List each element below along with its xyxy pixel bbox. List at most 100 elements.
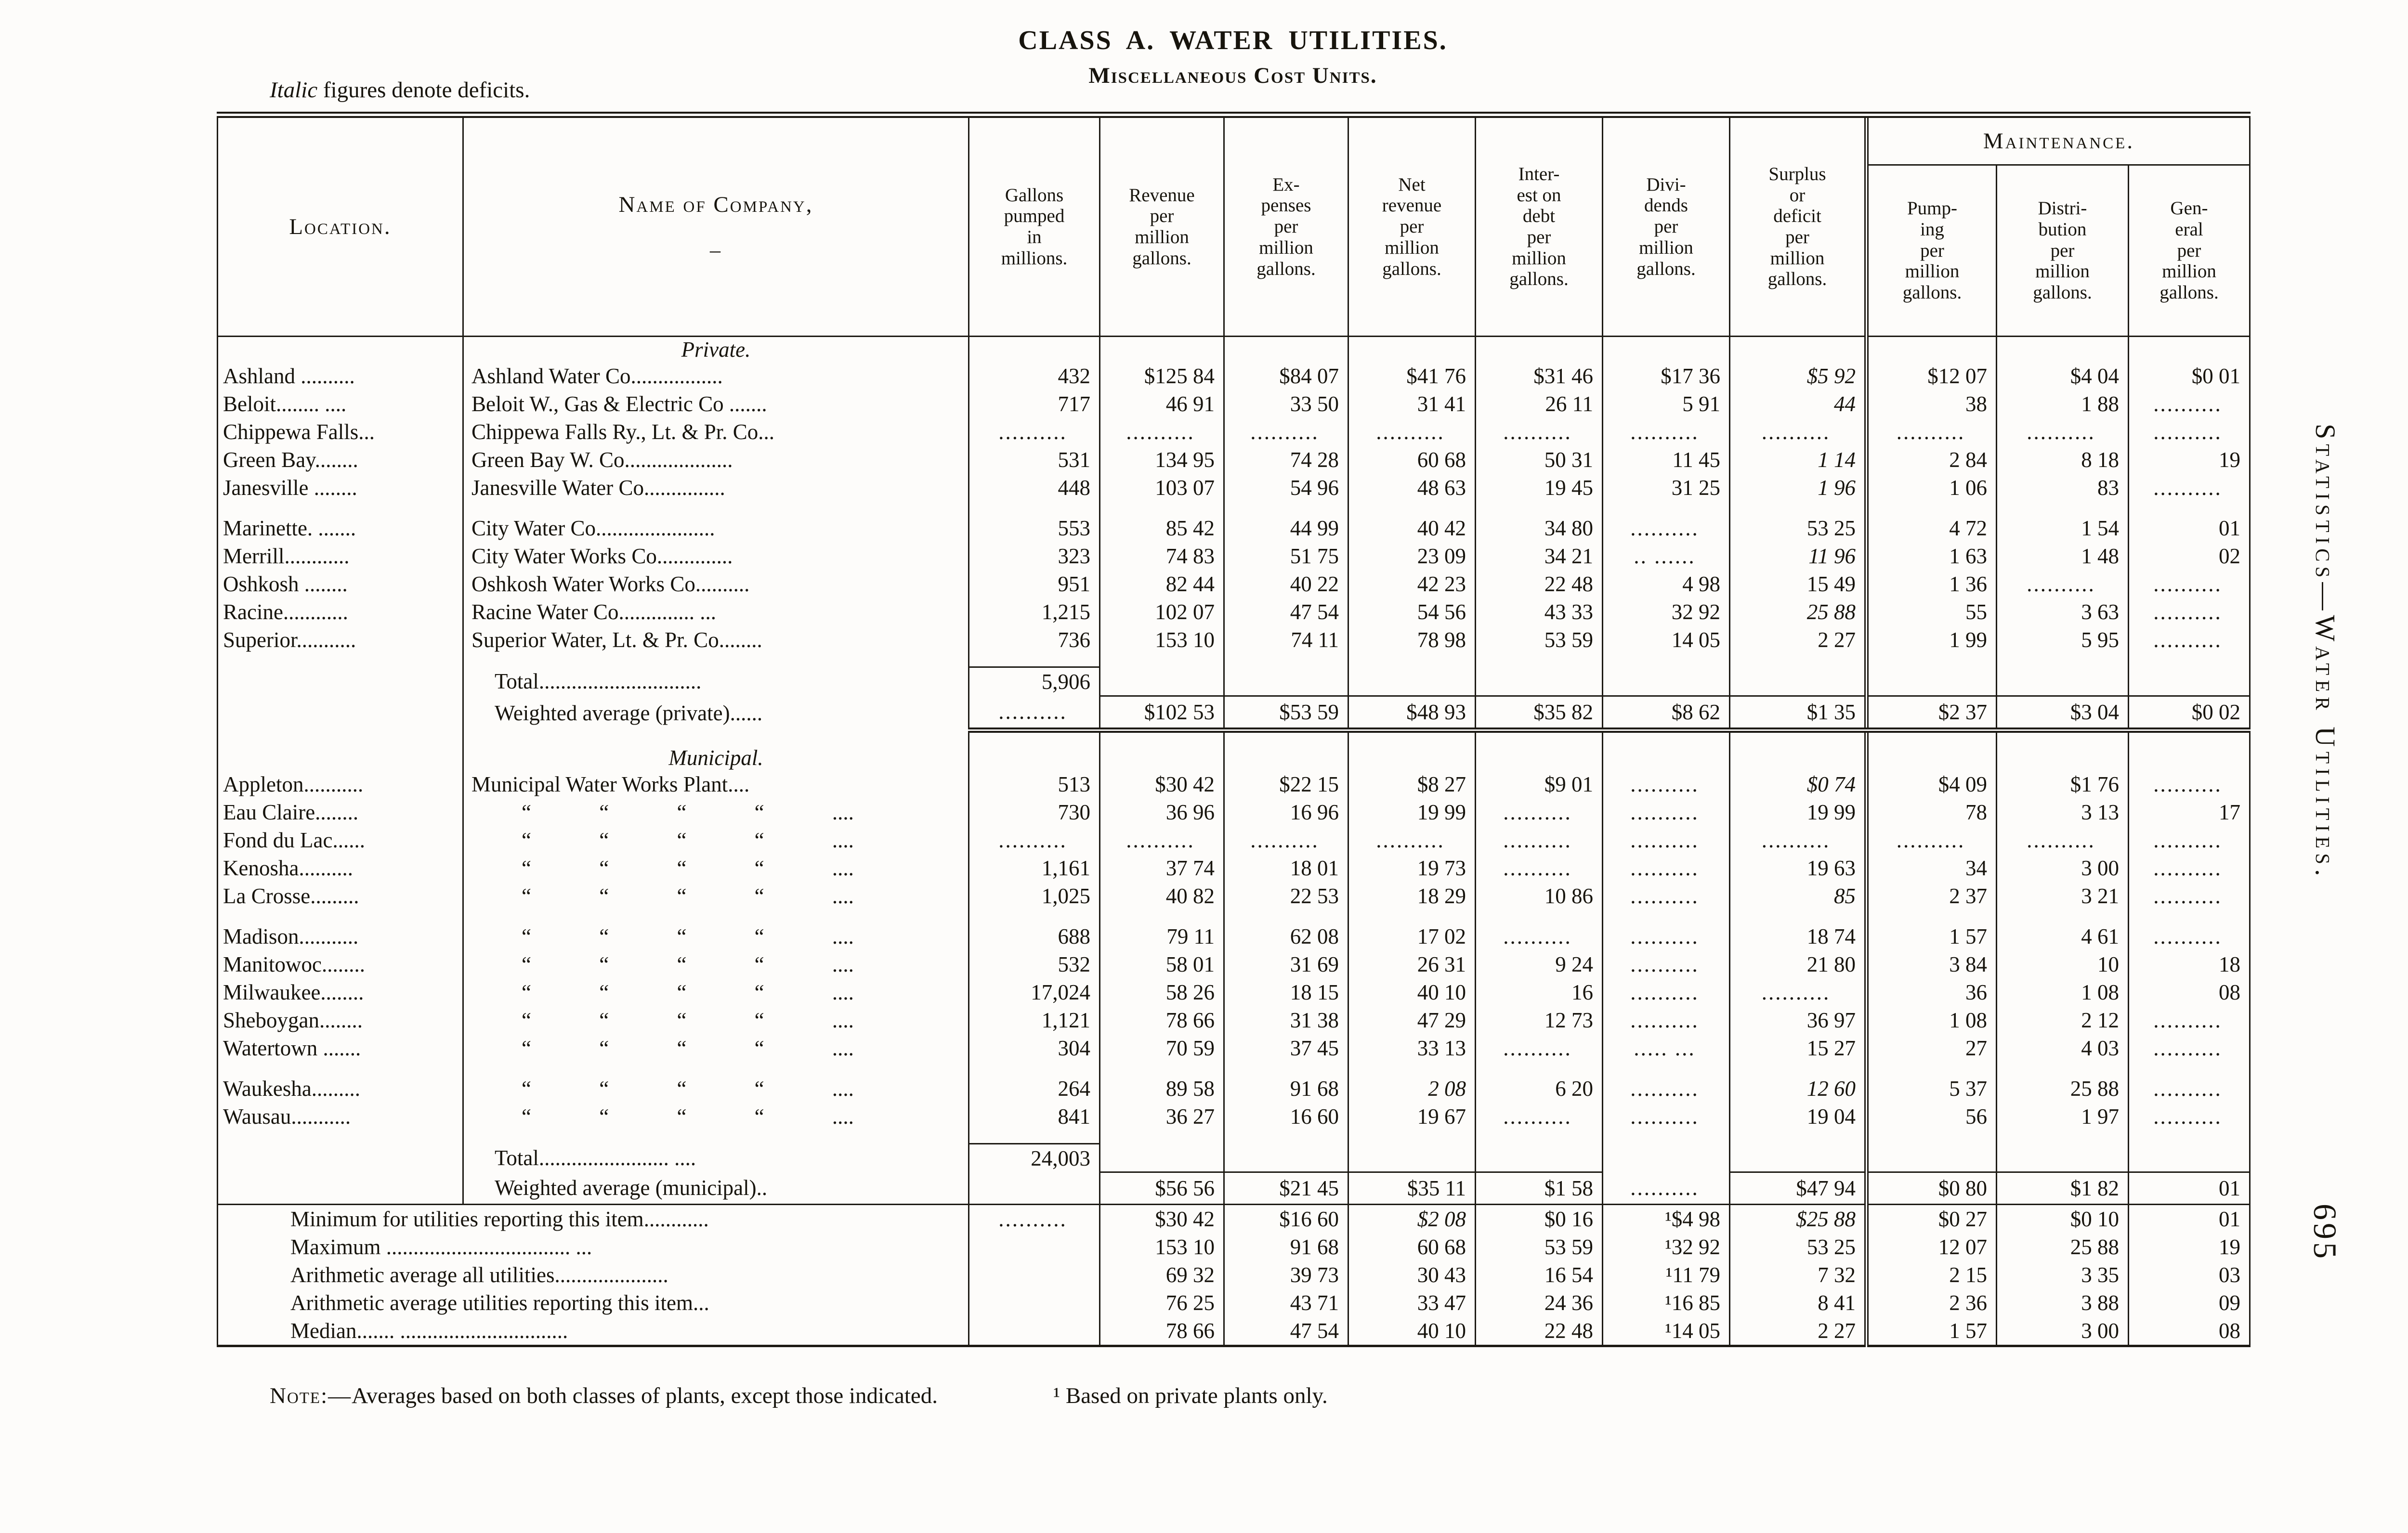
table-cell: 33 50 xyxy=(1223,390,1348,418)
table-cell: .......... xyxy=(1348,826,1476,854)
table-cell: ¹16 85 xyxy=(1602,1289,1730,1317)
table-cell: 53 25 xyxy=(1729,514,1867,542)
table-cell: 323 xyxy=(968,542,1100,570)
table-row: Waukesha......... “ “ “ “ .... 264 89 58 91 … xyxy=(218,1074,2250,1103)
table-cell: .......... xyxy=(2127,1034,2250,1062)
table-cell: Oshkosh ........ xyxy=(223,572,348,596)
table-cell: 42 23 xyxy=(1348,570,1476,598)
table-row: Fond du Lac...... “ “ “ “ ...............… xyxy=(218,826,2250,854)
table-cell: “ “ “ “ .... xyxy=(462,922,969,950)
table-cell: Racine Water Co.............. ... xyxy=(462,598,969,626)
table-cell: .......... xyxy=(1602,922,1730,950)
table-cell: $0 02 xyxy=(2127,695,2250,733)
table-row: La Crosse......... “ “ “ “ .... 1,025 40 82… xyxy=(218,882,2250,910)
table-cell: ¹14 05 xyxy=(1602,1317,1730,1346)
table-cell: 16 xyxy=(1475,978,1603,1006)
company-header-label: Name of Company, xyxy=(618,192,813,217)
table-cell xyxy=(1729,1062,1867,1075)
table-cell: .......... xyxy=(1996,826,2129,854)
table-cell: $0 16 xyxy=(1475,1204,1603,1233)
table-cell xyxy=(968,1317,1100,1346)
table-cell: 33 13 xyxy=(1348,1034,1476,1062)
table-cell: $0 27 xyxy=(1864,1204,1997,1233)
table-cell xyxy=(218,1172,463,1205)
table-cell: 78 66 xyxy=(1099,1006,1224,1034)
table-cell: 18 15 xyxy=(1223,978,1348,1006)
table-cell: $30 42 xyxy=(1099,770,1224,798)
table-cell: .......... xyxy=(1099,826,1224,854)
table-cell: Arithmetic average utilities reporting t… xyxy=(290,1291,709,1315)
table-cell: “ “ “ “ .... xyxy=(462,950,969,978)
table-cell xyxy=(1475,654,1603,667)
table-cell: Chippewa Falls Ry., Lt. & Pr. Co... xyxy=(462,418,969,446)
table-cell: 5 95 xyxy=(1996,626,2129,654)
table-cell xyxy=(968,1233,1100,1261)
table-cell: .......... xyxy=(1475,1102,1603,1130)
table-row: Chippewa Falls... Chippewa Falls Ry., Lt.… xyxy=(218,418,2250,446)
table-cell xyxy=(1864,1062,1997,1075)
table-cell: 01 xyxy=(2127,514,2250,542)
table-cell: .. ...... xyxy=(1602,542,1730,570)
table-cell: Janesville Water Co............... xyxy=(462,474,969,502)
table-cell xyxy=(1223,667,1348,696)
table-cell: 17 02 xyxy=(1348,922,1476,950)
col-header-expenses: Ex- penses per million gallons. xyxy=(1223,115,1348,337)
table-row xyxy=(218,654,2250,667)
table-cell: Appleton........... xyxy=(223,772,364,796)
table-row: Total........................ .... 24,003 xyxy=(218,1143,2250,1172)
table-cell: 4 98 xyxy=(1602,570,1730,598)
table-cell: 22 48 xyxy=(1475,570,1603,598)
table-cell: 3 35 xyxy=(1996,1261,2129,1289)
table-cell: $1 76 xyxy=(1996,770,2129,798)
table-cell: 19 xyxy=(2127,446,2250,474)
table-row xyxy=(218,730,2250,745)
table-cell: 55 xyxy=(1864,598,1997,626)
table-cell: .......... xyxy=(1602,418,1730,446)
table-cell: 2 15 xyxy=(1864,1261,1997,1289)
table-cell: City Water Works Co.............. xyxy=(462,542,969,570)
table-cell: 553 xyxy=(968,514,1100,542)
table-cell xyxy=(1729,909,1867,922)
table-cell: 34 21 xyxy=(1475,542,1603,570)
table-cell xyxy=(218,654,463,667)
table-cell: 19 99 xyxy=(1348,798,1476,826)
table-cell xyxy=(1223,502,1348,514)
table-cell: $41 76 xyxy=(1348,362,1476,390)
page-title: CLASS A. WATER UTILITIES. xyxy=(1018,26,1448,55)
table-cell: Racine............ xyxy=(223,600,348,624)
table-cell: .......... xyxy=(1602,950,1730,978)
table-cell xyxy=(1602,1143,1730,1172)
table-cell xyxy=(1996,502,2129,514)
table-cell: $35 82 xyxy=(1475,695,1603,733)
table-cell xyxy=(1602,502,1730,514)
table-cell: $8 62 xyxy=(1602,695,1730,733)
table-cell: 5,906 xyxy=(968,666,1100,696)
table-cell: 3 00 xyxy=(1996,1317,2129,1346)
table-cell: 85 42 xyxy=(1099,514,1224,542)
table-cell: City Water Co...................... xyxy=(462,514,969,542)
table-cell: $17 36 xyxy=(1602,362,1730,390)
table-cell: ¹11 79 xyxy=(1602,1261,1730,1289)
table-cell: 448 xyxy=(968,474,1100,502)
table-cell: 31 69 xyxy=(1223,950,1348,978)
table-cell: 10 86 xyxy=(1475,882,1603,910)
table-cell xyxy=(1602,1130,1730,1143)
table-cell: 78 66 xyxy=(1099,1317,1224,1346)
table-row: Kenosha.......... “ “ “ “ .... 1,161 37 74 1… xyxy=(218,854,2250,882)
table-cell: $2 08 xyxy=(1348,1204,1476,1233)
table-cell: 79 11 xyxy=(1099,922,1224,950)
table-cell: .......... xyxy=(1729,418,1867,446)
table-cell: 3 63 xyxy=(1996,598,2129,626)
table-cell: 26 31 xyxy=(1348,950,1476,978)
table-cell: 4 61 xyxy=(1996,922,2129,950)
table-cell: 51 75 xyxy=(1223,542,1348,570)
table-cell: 34 xyxy=(1864,854,1997,882)
table-cell: 11 96 xyxy=(1729,542,1867,570)
table-cell: $5 92 xyxy=(1729,362,1867,390)
table-row: Janesville ........ Janesville Water Co..… xyxy=(218,474,2250,502)
table-cell: 08 xyxy=(2127,978,2250,1006)
table-cell: 1,121 xyxy=(968,1006,1100,1034)
table-cell: $35 11 xyxy=(1348,1171,1476,1205)
table-cell xyxy=(968,1130,1100,1143)
table-row: Racine............ Racine Water Co.......… xyxy=(218,598,2250,626)
